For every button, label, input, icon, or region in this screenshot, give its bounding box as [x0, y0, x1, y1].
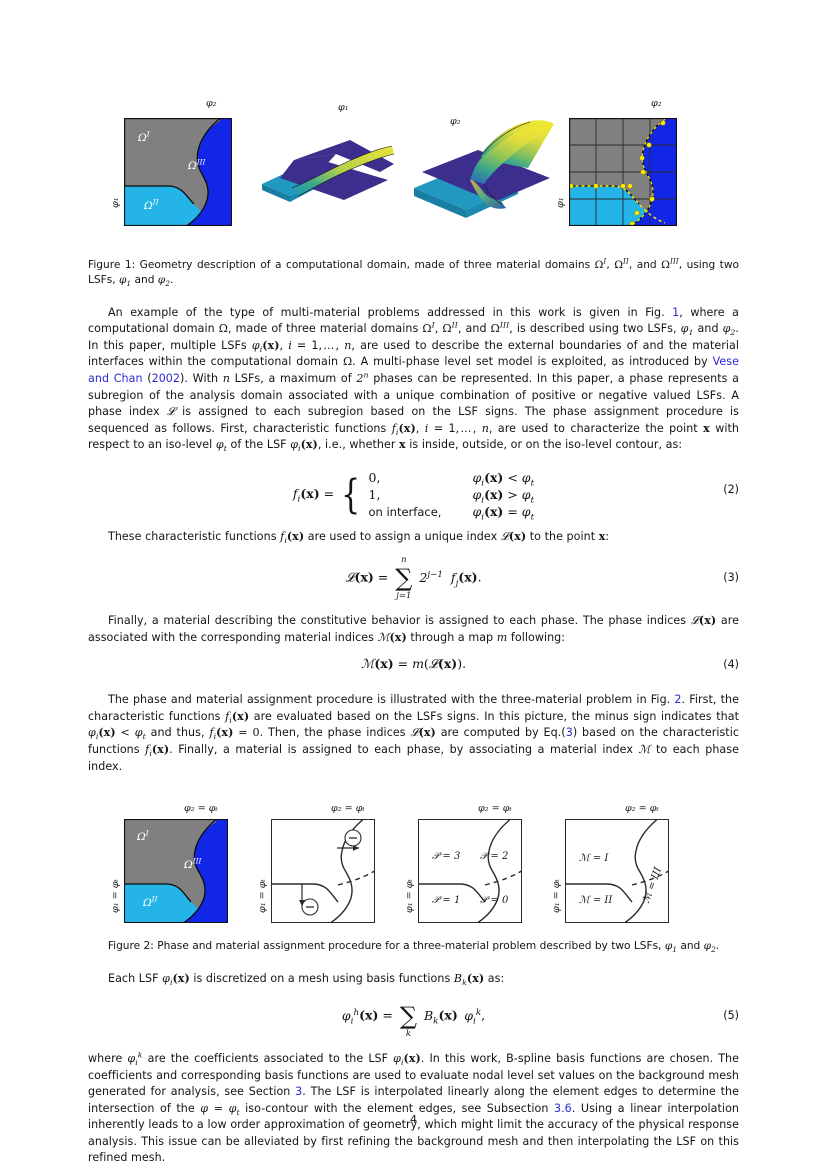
figure2-signs-svg	[271, 819, 375, 924]
figure2-geometry-svg	[123, 819, 229, 924]
figure1-panel-phi1-surface: φ₁	[258, 102, 398, 226]
equation-5-lhs: φih	[341, 1007, 360, 1027]
figure1-panel2-top-label: φ₁	[338, 102, 349, 113]
figure1-panel-geometry: ΩI ΩIII ΩII φ₂ φ₁	[110, 98, 233, 227]
equation-2-number: (2)	[723, 482, 739, 496]
equation-3: 𝓛(x) = n ∑ j=1 2j−1 fj(x). (3)	[345, 555, 739, 602]
figure2-material-svg	[565, 819, 669, 924]
omega-III-label: ΩIII	[188, 157, 206, 172]
ref-subsection-36[interactable]: 3.6	[553, 1101, 572, 1115]
left-brace-icon: {	[341, 471, 361, 518]
equation-2-cases: { 0, φi(x) < φt 1, φi(x) > φt	[338, 469, 535, 523]
paragraph-2: These characteristic functions fi(x) are…	[108, 529, 610, 545]
paragraph-5: Each LSF φi(x) is discretized on a mesh …	[108, 971, 505, 987]
paragraph-3: Finally, a material describing the const…	[88, 614, 739, 644]
figure2-panel-geometry: ΩI ΩIII ΩII φ₂ = φₜ φ₁ = φₜ	[110, 803, 229, 924]
equation-2-lhs: fi(x) =	[292, 486, 339, 505]
equation-5: φih(x) = ∑ k Bk(x) φik, (5)	[341, 1002, 739, 1040]
equation-2: fi(x) = { 0, φi(x) < φt 1, φi(x) > φt	[88, 465, 739, 523]
figure2-phase-top-left: 𝒫 = 3	[432, 851, 461, 863]
page-content: ΩI ΩIII ΩII φ₂ φ₁	[88, 88, 739, 1167]
figure1-panel1-top-label: φ₂	[206, 98, 217, 109]
discretized-mesh-svg	[568, 117, 678, 227]
equation-4: ℳ(x) = m(𝓛(x)). (4)	[88, 656, 739, 682]
figure2-panel-phase: 𝒫 = 3 𝒫 = 2 𝒫 = 1 𝒫 = 0 φ₂ = φₜ φ₁ = φₜ	[404, 803, 522, 924]
figure2-caption: Figure 2: Phase and material assignment …	[107, 940, 720, 955]
equation-2-case-1: 0, φi(x) < φt	[368, 469, 535, 489]
summation-symbol: n ∑ j=1	[395, 555, 413, 602]
ref-equation-3[interactable]: 3	[565, 726, 573, 740]
summation-symbol-eq5: ∑ k	[399, 1002, 417, 1040]
citation-year[interactable]: 2002	[151, 372, 181, 385]
phi2-surface-svg	[414, 120, 554, 218]
figure2-phase-svg	[418, 819, 522, 924]
figure2-panel1-left-label: φ₁ = φₜ	[110, 879, 121, 914]
figure2-panel-signs: φ₂ = φₜ φ₁ = φₜ	[257, 803, 375, 924]
figure2-panel2-left-label: φ₁ = φₜ	[257, 879, 268, 914]
paragraph-1: An example of the type of multi-material…	[88, 305, 740, 454]
figure2-panel3-top-label: φ₂ = φₜ	[478, 803, 512, 815]
paragraph-6: where φik are the coefficients associate…	[88, 1050, 739, 1165]
figure2-phase-bottom-left: 𝒫 = 1	[432, 895, 461, 907]
equation-2-case-3: on interface, φi(x) = φt	[368, 503, 535, 523]
figure2-panel2-top-label: φ₂ = φₜ	[331, 803, 365, 815]
equation-3-lhs: 𝓛	[345, 569, 355, 585]
sum-lower-limit-eq5: k	[405, 1029, 411, 1040]
omega-I-label: ΩI	[138, 129, 150, 144]
figure1-caption: Figure 1: Geometry description of a comp…	[88, 256, 739, 289]
citation-vese-chan[interactable]: Vese and Chan	[88, 355, 739, 385]
sum-upper-limit: n	[401, 555, 407, 566]
figure1-panel-phi2-surface: φ₂	[408, 110, 558, 230]
figure2-material-bottom-left: ℳ = II	[579, 895, 613, 907]
figure-2: ΩI ΩIII ΩII φ₂ = φₜ φ₁ = φₜ	[88, 797, 739, 924]
geometry-domain-svg	[123, 117, 233, 227]
phi1-surface-svg	[262, 140, 395, 202]
figure2-panel1-top-label: φ₂ = φₜ	[184, 803, 218, 815]
equation-2-case-2: 1, φi(x) > φt	[368, 486, 535, 506]
figure2-omega-III-label: ΩIII	[184, 856, 202, 872]
figure1-panel4-top-label: φ₂	[651, 98, 662, 109]
equation-3-number: (3)	[723, 571, 739, 585]
figure2-panel-material: ℳ = I ℳ = II ℳ = III φ₂ = φₜ φ₁ = φₜ	[551, 803, 669, 924]
paragraph-4: The phase and material assignment proced…	[88, 693, 740, 773]
page-number: 4	[410, 1113, 417, 1126]
omega-II-label: ΩII	[144, 197, 159, 212]
figure1-panel1-left-label: φ₁	[110, 197, 121, 208]
figure1-panel4-left-label: φ₁	[555, 197, 566, 208]
equation-4-body: ℳ(x) = m(𝓛(x)).	[360, 656, 467, 672]
figure2-phase-top-right: 𝒫 = 2	[480, 851, 509, 863]
figure1-panel-mesh: φ₂ φ₁	[555, 98, 678, 227]
ref-section-3[interactable]: 3	[295, 1085, 303, 1099]
ref-figure-1[interactable]: 1	[672, 305, 680, 319]
figure2-panel4-left-label: φ₁ = φₜ	[551, 879, 562, 914]
equation-4-number: (4)	[723, 658, 739, 672]
ref-figure-2[interactable]: 2	[674, 693, 682, 707]
figure-1: ΩI ΩIII ΩII φ₂ φ₁	[88, 88, 739, 238]
sum-lower-limit: j=1	[396, 591, 412, 602]
figure2-omega-II-label: ΩII	[143, 894, 158, 910]
figure2-material-top-left: ℳ = I	[579, 853, 609, 865]
figure2-panel3-left-label: φ₁ = φₜ	[404, 879, 415, 914]
equation-5-number: (5)	[723, 1009, 739, 1023]
figure2-phase-bottom-right: 𝒫 = 0	[480, 895, 509, 907]
figure2-panel4-top-label: φ₂ = φₜ	[625, 803, 659, 815]
figure1-panel3-top-label: φ₂	[450, 116, 461, 127]
figure2-omega-I-label: ΩI	[137, 828, 149, 844]
